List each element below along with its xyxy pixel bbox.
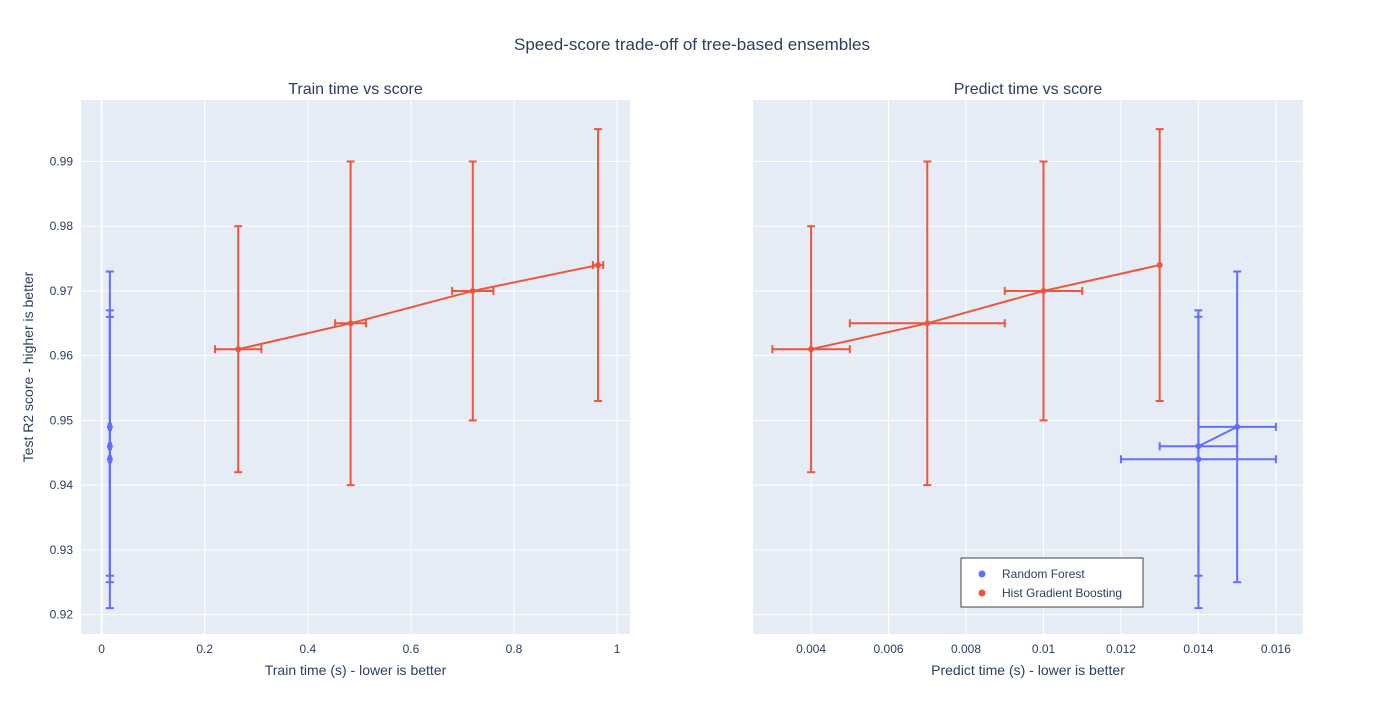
series-hist-gradient-boosting [214, 128, 605, 487]
x-tick-label: 0.6 [403, 642, 420, 656]
legend-label-hist-gradient-boosting: Hist Gradient Boosting [1002, 586, 1122, 600]
x-tick-label: 0.004 [796, 642, 826, 656]
y-tick-label: 0.96 [50, 349, 74, 363]
plot-area[interactable] [81, 100, 630, 634]
y-tick-label: 0.94 [50, 478, 74, 492]
subplot-title: Train time vs score [288, 81, 423, 98]
legend-label-random-forest: Random Forest [1002, 567, 1085, 581]
subplot-predict-time: 0.004 0.006 0.008 0.01 0.012 0.014 0.016 Predic… [753, 81, 1303, 678]
series-line-hist-gradient-boosting [238, 264, 599, 351]
data-point-hist-gradient-boosting[interactable] [924, 320, 931, 327]
legend-box [960, 557, 1144, 608]
y-tick-label: 0.93 [50, 543, 74, 557]
x-tick-label: 0.8 [506, 642, 523, 656]
legend-marker-random-forest [978, 570, 986, 578]
figure-title: Speed-score trade-off of tree-based ense… [514, 35, 870, 54]
y-tick-label: 0.99 [50, 154, 74, 168]
x-axis-title: Train time (s) - lower is better [265, 662, 447, 678]
x-tick-label: 0.012 [1106, 642, 1136, 656]
data-point-hist-gradient-boosting[interactable] [808, 346, 815, 353]
y-axis-title: Test R2 score - higher is better [20, 271, 36, 462]
x-tick-label: 0.016 [1261, 642, 1291, 656]
plot-area[interactable] [753, 100, 1303, 634]
data-point-hist-gradient-boosting[interactable] [1040, 287, 1047, 294]
x-tick-label: 1 [614, 642, 621, 656]
data-point-hist-gradient-boosting[interactable] [595, 262, 602, 269]
x-tick-label: 0.4 [299, 642, 316, 656]
legend-marker-hist-gradient-boosting [978, 589, 986, 597]
x-tick-label: 0.008 [951, 642, 981, 656]
data-point-hist-gradient-boosting[interactable] [235, 346, 242, 353]
y-tick-label: 0.97 [50, 284, 74, 298]
legend-item-random-forest[interactable]: Random Forest [978, 567, 1086, 581]
legend-item-hist-gradient-boosting[interactable]: Hist Gradient Boosting [978, 586, 1123, 600]
data-point-hist-gradient-boosting[interactable] [347, 320, 354, 327]
series-random-forest [105, 270, 114, 610]
data-point-random-forest[interactable] [1195, 443, 1202, 450]
series-line-hist-gradient-boosting [810, 264, 1160, 351]
x-tick-label: 0.01 [1032, 642, 1056, 656]
y-tick-label: 0.98 [50, 219, 74, 233]
x-tick-label: 0 [98, 642, 105, 656]
data-point-random-forest[interactable] [106, 423, 113, 430]
legend[interactable]: Random Forest Hist Gradient Boosting [960, 557, 1144, 608]
subplot-train-time: 0 0.2 0.4 0.6 0.8 1 0.92 0.93 0.94 0.95 0.96 0.97 0.… [20, 81, 630, 678]
data-point-hist-gradient-boosting[interactable] [1156, 262, 1163, 269]
x-axis-title: Predict time (s) - lower is better [931, 662, 1125, 678]
x-tick-label: 0.2 [196, 642, 213, 656]
x-tick-label: 0.014 [1183, 642, 1213, 656]
y-tick-label: 0.95 [50, 413, 74, 427]
data-point-hist-gradient-boosting[interactable] [469, 287, 476, 294]
x-tick-label: 0.006 [874, 642, 904, 656]
data-point-random-forest[interactable] [1234, 423, 1241, 430]
subplot-title: Predict time vs score [954, 81, 1103, 98]
series-hist-gradient-boosting [771, 128, 1164, 487]
series-random-forest [1119, 270, 1277, 610]
y-tick-label: 0.92 [50, 608, 74, 622]
